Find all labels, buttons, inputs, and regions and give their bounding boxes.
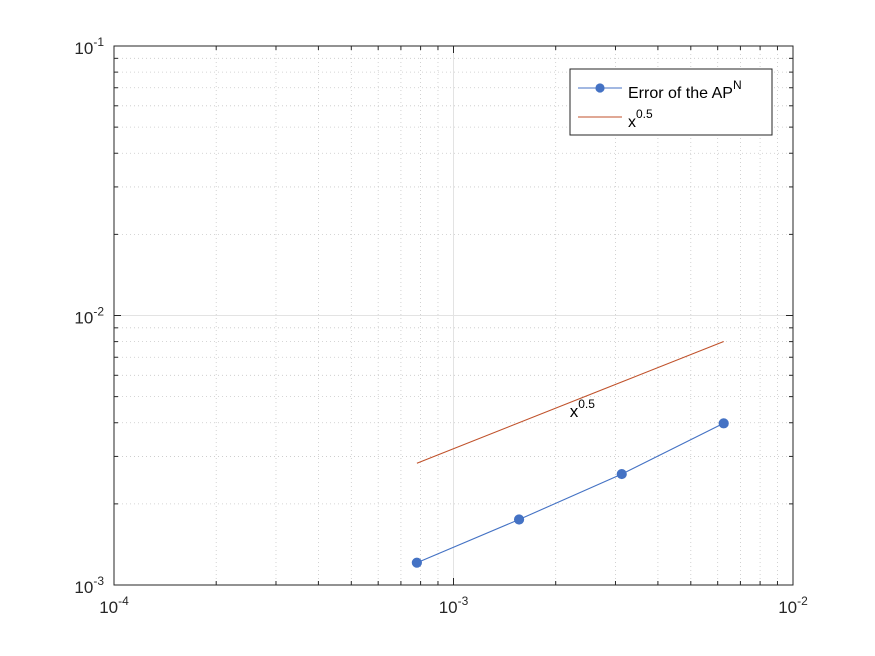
legend-marker-0 xyxy=(595,83,605,93)
y-tick-label: 10-3 xyxy=(74,574,104,597)
series-line-1 xyxy=(416,340,724,464)
grid xyxy=(114,46,793,585)
legend-box xyxy=(569,68,773,136)
data-point xyxy=(513,514,525,525)
slope-annotation: x0.5 xyxy=(570,397,596,421)
x-tick-label: 10-4 xyxy=(99,594,129,617)
y-tick-label: 10-2 xyxy=(74,305,104,328)
series-line-0 xyxy=(416,422,724,564)
series xyxy=(411,340,729,568)
legend: Error of the APN x0.5 xyxy=(569,68,773,136)
data-point xyxy=(616,468,627,480)
legend-label-1: x0.5 xyxy=(628,107,653,131)
x-tick-label: 10-3 xyxy=(439,594,469,617)
axis-ticks: 10-4 10-3 10-210-310-210-1 xyxy=(74,35,808,617)
data-point xyxy=(718,418,729,429)
data-point xyxy=(411,557,422,568)
y-tick-label: 10-1 xyxy=(74,35,104,58)
annotations: x0.5 xyxy=(570,397,596,421)
x-tick-label: 10-2 xyxy=(778,594,808,617)
legend-label-0: Error of the APN xyxy=(628,78,742,102)
